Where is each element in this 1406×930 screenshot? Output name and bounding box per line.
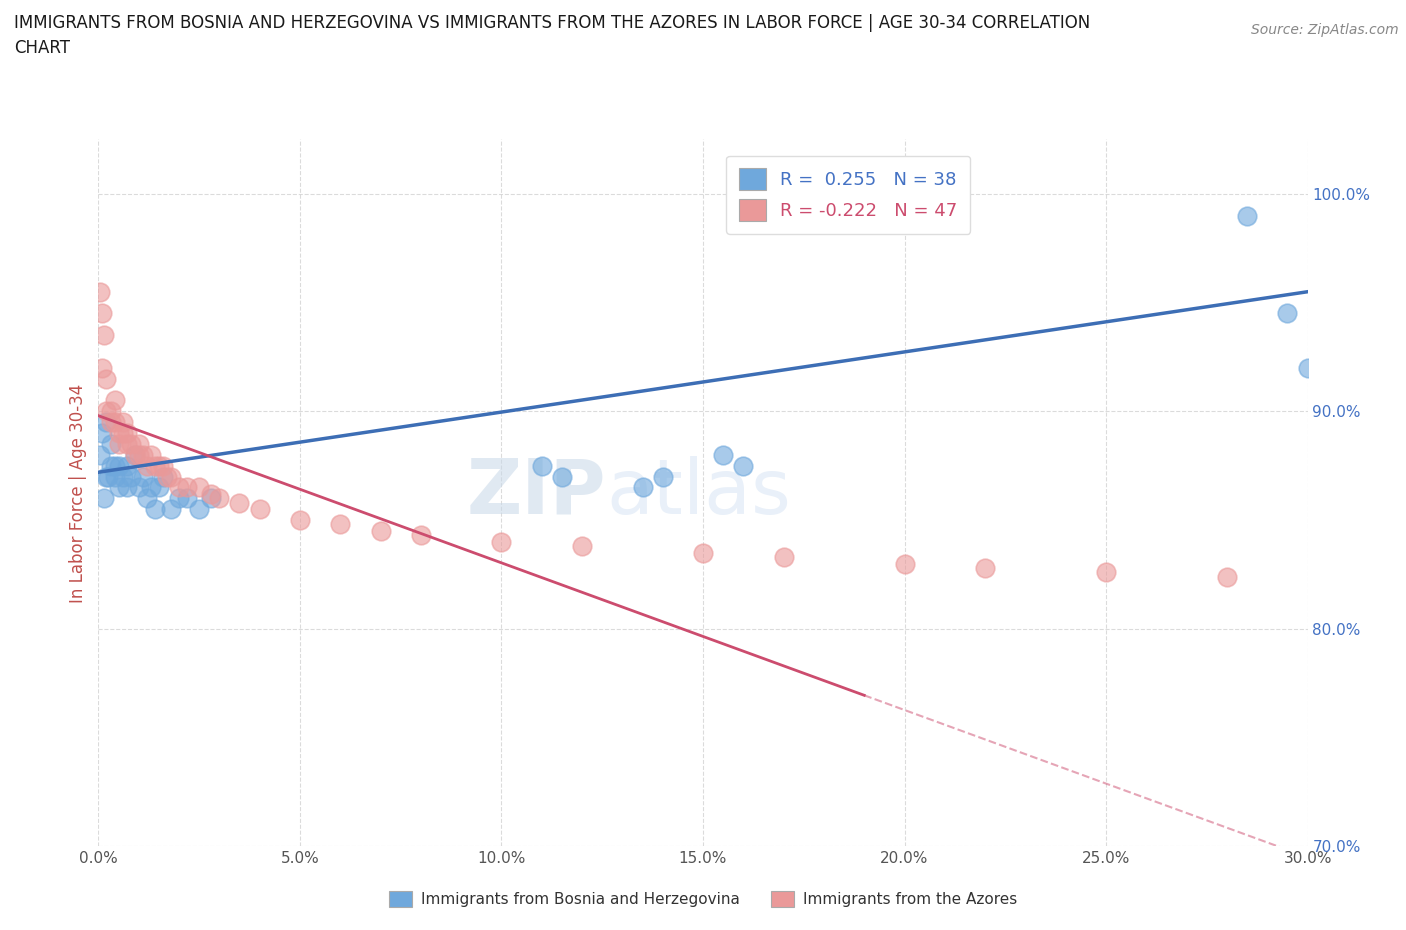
Point bbox=[89, 447, 111, 462]
Legend: R =  0.255   N = 38, R = -0.222   N = 47: R = 0.255 N = 38, R = -0.222 N = 47 bbox=[725, 155, 970, 234]
Point bbox=[111, 415, 134, 430]
Point bbox=[139, 447, 162, 462]
Point bbox=[93, 491, 115, 506]
Point bbox=[530, 458, 553, 473]
Point bbox=[711, 447, 734, 462]
Point bbox=[135, 458, 157, 473]
Point bbox=[107, 458, 129, 473]
Point bbox=[772, 550, 794, 565]
Point bbox=[91, 361, 114, 376]
Point bbox=[733, 458, 755, 473]
Point bbox=[200, 491, 222, 506]
Y-axis label: In Labor Force | Age 30-34: In Labor Force | Age 30-34 bbox=[69, 383, 87, 603]
Point bbox=[631, 480, 654, 495]
Point bbox=[115, 480, 138, 495]
Point bbox=[152, 469, 174, 484]
Point bbox=[152, 458, 174, 473]
Point bbox=[115, 436, 138, 451]
Point bbox=[1095, 565, 1118, 579]
Point bbox=[96, 469, 118, 484]
Point bbox=[974, 561, 997, 576]
Point bbox=[100, 404, 122, 418]
Point bbox=[128, 447, 150, 462]
Point bbox=[551, 469, 574, 484]
Point bbox=[139, 480, 162, 495]
Point bbox=[571, 538, 593, 553]
Point bbox=[120, 469, 142, 484]
Point bbox=[1277, 306, 1299, 321]
Point bbox=[329, 517, 352, 532]
Point bbox=[167, 480, 190, 495]
Point bbox=[96, 371, 118, 386]
Point bbox=[103, 415, 125, 430]
Point bbox=[96, 415, 118, 430]
Point bbox=[97, 469, 120, 484]
Point bbox=[89, 285, 111, 299]
Text: CHART: CHART bbox=[14, 39, 70, 57]
Point bbox=[160, 502, 183, 517]
Point bbox=[91, 306, 114, 321]
Point bbox=[132, 469, 155, 484]
Point bbox=[100, 458, 122, 473]
Point bbox=[143, 458, 166, 473]
Point bbox=[893, 556, 915, 571]
Text: Source: ZipAtlas.com: Source: ZipAtlas.com bbox=[1251, 23, 1399, 37]
Point bbox=[124, 447, 146, 462]
Point bbox=[409, 528, 432, 543]
Point bbox=[93, 327, 115, 342]
Point bbox=[176, 480, 198, 495]
Point bbox=[651, 469, 673, 484]
Point bbox=[128, 436, 150, 451]
Point bbox=[491, 535, 513, 550]
Point bbox=[100, 436, 122, 451]
Point bbox=[1236, 208, 1258, 223]
Point bbox=[100, 415, 122, 430]
Point bbox=[1216, 569, 1239, 584]
Point bbox=[111, 469, 134, 484]
Point bbox=[103, 458, 125, 473]
Point bbox=[96, 404, 118, 418]
Point bbox=[107, 426, 129, 441]
Point bbox=[288, 512, 311, 527]
Point bbox=[115, 458, 138, 473]
Point bbox=[91, 426, 114, 441]
Text: IMMIGRANTS FROM BOSNIA AND HERZEGOVINA VS IMMIGRANTS FROM THE AZORES IN LABOR FO: IMMIGRANTS FROM BOSNIA AND HERZEGOVINA V… bbox=[14, 14, 1090, 32]
Point bbox=[188, 502, 211, 517]
Point bbox=[188, 480, 211, 495]
Point bbox=[120, 436, 142, 451]
Point bbox=[103, 393, 125, 408]
Point bbox=[208, 491, 231, 506]
Point bbox=[167, 491, 190, 506]
Point bbox=[200, 486, 222, 501]
Point bbox=[1296, 361, 1319, 376]
Legend: Immigrants from Bosnia and Herzegovina, Immigrants from the Azores: Immigrants from Bosnia and Herzegovina, … bbox=[382, 884, 1024, 913]
Point bbox=[148, 458, 170, 473]
Point bbox=[692, 545, 714, 560]
Point bbox=[135, 491, 157, 506]
Point bbox=[115, 426, 138, 441]
Text: ZIP: ZIP bbox=[467, 456, 606, 530]
Point bbox=[124, 447, 146, 462]
Point bbox=[107, 436, 129, 451]
Text: atlas: atlas bbox=[606, 456, 792, 530]
Point bbox=[370, 524, 392, 538]
Point bbox=[148, 480, 170, 495]
Point bbox=[176, 491, 198, 506]
Point bbox=[249, 502, 271, 517]
Point bbox=[128, 480, 150, 495]
Point bbox=[103, 469, 125, 484]
Point bbox=[143, 502, 166, 517]
Point bbox=[107, 480, 129, 495]
Point bbox=[132, 447, 155, 462]
Point bbox=[228, 496, 250, 511]
Point bbox=[160, 469, 183, 484]
Point bbox=[156, 469, 179, 484]
Point bbox=[111, 426, 134, 441]
